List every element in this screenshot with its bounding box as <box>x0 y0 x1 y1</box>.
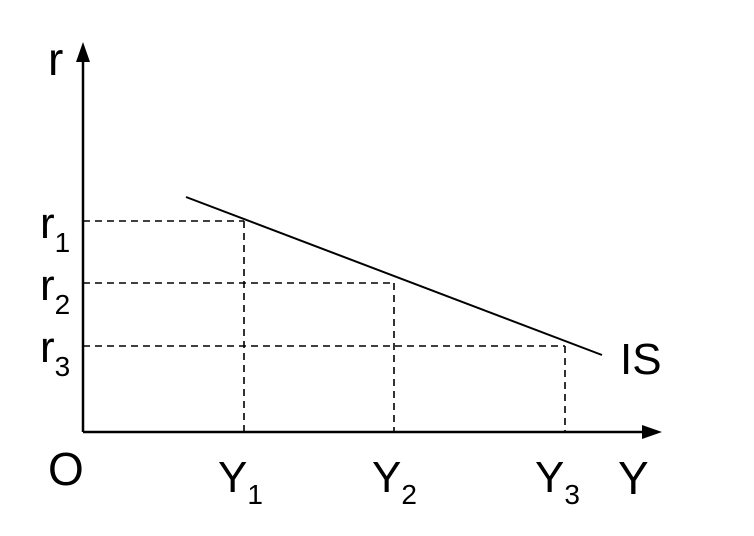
r1-base: r <box>40 199 55 248</box>
r2-base: r <box>40 261 55 310</box>
r1-label: r1 <box>40 199 70 258</box>
y3-subscript: 3 <box>564 479 580 510</box>
origin-label: O <box>48 443 84 495</box>
r2-label: r2 <box>40 261 70 320</box>
is-curve-label: IS <box>620 335 662 384</box>
y3-base: Y <box>535 453 564 502</box>
y1-subscript: 1 <box>247 479 263 510</box>
r1-subscript: 1 <box>55 227 71 258</box>
x-axis-label: Y <box>618 452 649 504</box>
y2-subscript: 2 <box>401 479 417 510</box>
x-axis-arrowhead <box>642 425 662 439</box>
r3-base: r <box>40 323 55 372</box>
y2-label: Y2 <box>372 453 417 510</box>
y2-base: Y <box>372 453 401 502</box>
y-axis-label: r <box>48 33 63 85</box>
y-axis-arrowhead <box>76 42 90 62</box>
y1-base: Y <box>218 453 247 502</box>
r3-label: r3 <box>40 323 70 382</box>
r3-subscript: 3 <box>55 351 71 382</box>
y3-label: Y3 <box>535 453 580 510</box>
y1-label: Y1 <box>218 453 263 510</box>
is-curve-line <box>185 196 603 356</box>
r2-subscript: 2 <box>55 289 71 320</box>
